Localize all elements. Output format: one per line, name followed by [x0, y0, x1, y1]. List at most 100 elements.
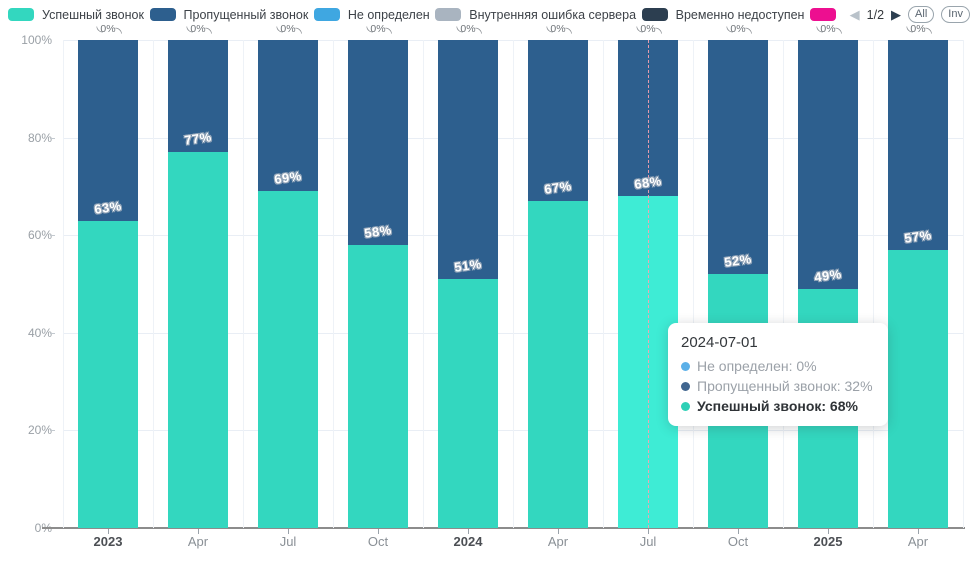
pager-next-icon[interactable]: ▶	[891, 7, 902, 22]
hover-guide-line	[648, 40, 649, 528]
legend-item-label: Успешный звонок	[42, 7, 144, 22]
zero-value-label: (0%)	[364, 23, 394, 35]
y-axis-tick	[50, 430, 55, 432]
zero-value-label: (0%)	[724, 23, 754, 35]
bar-apr[interactable]	[888, 40, 948, 528]
zero-value-label: (0%)	[274, 23, 304, 35]
tooltip-row-text: Не определен: 0%	[697, 358, 817, 374]
legend-item[interactable]	[810, 8, 844, 21]
legend-swatch	[8, 8, 34, 21]
x-axis-label: Apr	[547, 534, 569, 549]
bar-segment-missed	[348, 40, 408, 245]
gridline-vertical	[963, 40, 964, 528]
tooltip-series-dot	[681, 361, 690, 371]
tooltip: 2024-07-01 Не определен: 0% Пропущенный з…	[668, 323, 888, 426]
legend-inv-button[interactable]: Inv	[941, 6, 970, 23]
legend-item-label: Внутренняя ошибка сервера	[469, 7, 637, 22]
tooltip-row: Не определен: 0%	[681, 358, 873, 374]
legend-swatch	[810, 8, 837, 21]
bar-segment-missed	[528, 40, 588, 202]
zero-label-text: 0%	[910, 23, 926, 35]
legend-item[interactable]: Пропущенный звонок	[149, 7, 309, 22]
x-axis-label: 2023	[93, 534, 123, 549]
bar-segment-success	[78, 220, 138, 528]
zero-label-text: 0%	[370, 23, 386, 35]
y-axis-label: 100%	[21, 33, 52, 47]
x-axis-label: Oct	[367, 534, 389, 549]
x-axis-tick	[468, 529, 469, 534]
gridline-vertical	[423, 40, 424, 528]
bar-segment-success	[888, 249, 948, 528]
zero-value-label: (0%)	[544, 23, 574, 35]
gridline-vertical	[603, 40, 604, 528]
gridline-vertical	[783, 40, 784, 528]
x-axis-tick	[828, 529, 829, 534]
x-axis-tick	[378, 529, 379, 534]
zero-value-label: (0%)	[454, 23, 484, 35]
tooltip-row-text: Успешный звонок: 68%	[697, 398, 858, 414]
x-axis-label: Jul	[639, 534, 657, 549]
zero-value-label: (0%)	[814, 23, 844, 35]
bar-segment-success	[438, 279, 498, 528]
plot-area: 63% (0%) 77% (0%) 69% (0%) 58% (0%) 51% (0%) 67% (0…	[63, 23, 964, 528]
gridline-vertical	[693, 40, 694, 528]
legend: Успешный звонок Пропущенный звонок Не опре…	[8, 6, 970, 23]
x-axis-tick	[918, 529, 919, 534]
zero-value-label: (0%)	[94, 23, 124, 35]
legend-all-button[interactable]: All	[908, 6, 935, 23]
x-axis-label: Apr	[187, 534, 209, 549]
bar-segment-missed	[798, 40, 858, 289]
bar-apr[interactable]	[528, 40, 588, 528]
tooltip-series-dot	[681, 401, 690, 411]
x-axis-tick	[648, 529, 649, 534]
zero-label-text: 0%	[100, 23, 116, 35]
bar-segment-missed	[168, 40, 228, 153]
zero-label-text: 0%	[820, 23, 836, 35]
y-axis-tick	[50, 332, 55, 334]
bar-segment-success	[168, 152, 228, 528]
x-axis-label: 2025	[813, 534, 843, 549]
bar-segment-missed	[438, 40, 498, 280]
bar-2024[interactable]	[438, 40, 498, 528]
y-axis-label: 20%	[27, 423, 52, 438]
bar-value-label: 63%	[93, 197, 123, 217]
bar-jul[interactable]	[258, 40, 318, 528]
bar-segment-missed	[708, 40, 768, 275]
legend-item[interactable]: Успешный звонок	[8, 8, 144, 22]
legend-item-label: Пропущенный звонок	[183, 7, 309, 22]
bar-2023[interactable]	[78, 40, 138, 528]
bar-segment-missed	[888, 40, 948, 250]
x-axis-tick	[108, 529, 109, 534]
y-axis-tick	[50, 137, 55, 139]
legend-item[interactable]: Внутренняя ошибка сервера	[435, 8, 636, 22]
legend-item[interactable]: Не определен	[313, 7, 430, 22]
pager-prev-icon[interactable]: ◀	[849, 7, 860, 22]
bar-oct[interactable]	[348, 40, 408, 528]
legend-item-label: Временно недоступен	[675, 7, 805, 22]
legend-item-label: Не определен	[347, 7, 430, 22]
legend-item[interactable]: Временно недоступен	[641, 7, 805, 22]
tooltip-row-text: Пропущенный звонок: 32%	[697, 378, 873, 394]
bar-apr[interactable]	[168, 40, 228, 528]
y-axis-label: 60%	[27, 228, 52, 243]
x-axis-tick	[288, 529, 289, 534]
gridline-vertical	[873, 40, 874, 528]
bar-oct[interactable]	[708, 40, 768, 528]
zero-value-label: (0%)	[634, 23, 664, 35]
gridline-vertical	[243, 40, 244, 528]
y-axis-label: 40%	[27, 325, 52, 340]
gridline-vertical	[513, 40, 514, 528]
x-axis-tick	[198, 529, 199, 534]
x-axis-label: Jul	[279, 534, 297, 549]
bar-segment-missed	[258, 40, 318, 192]
zero-label-text: 0%	[730, 23, 746, 35]
tooltip-rows: Не определен: 0% Пропущенный звонок: 32% У…	[681, 358, 873, 414]
bar-2025[interactable]	[798, 40, 858, 528]
zero-label-text: 0%	[190, 23, 206, 35]
pager-position: 1/2	[866, 7, 885, 22]
zero-label-text: 0%	[640, 23, 656, 35]
tooltip-title: 2024-07-01	[681, 334, 758, 351]
bar-segment-success	[258, 191, 318, 528]
x-axis-label: Apr	[907, 534, 929, 549]
